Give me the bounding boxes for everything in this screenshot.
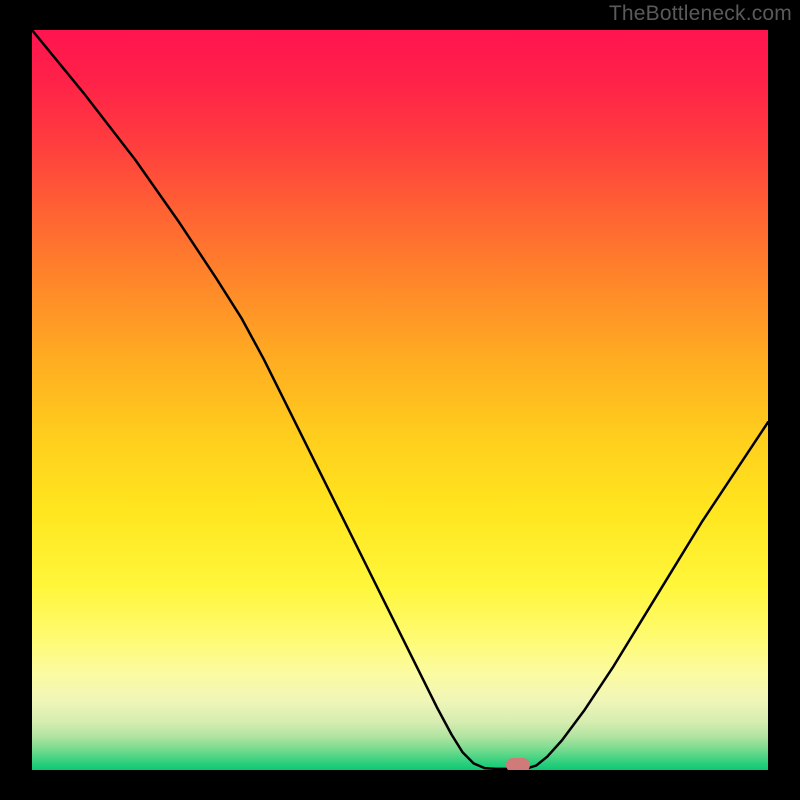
watermark-text: TheBottleneck.com [609, 2, 792, 26]
chart-svg [32, 30, 768, 770]
optimal-marker [506, 758, 530, 770]
chart-background [32, 30, 768, 770]
chart-plot-area [32, 30, 768, 770]
